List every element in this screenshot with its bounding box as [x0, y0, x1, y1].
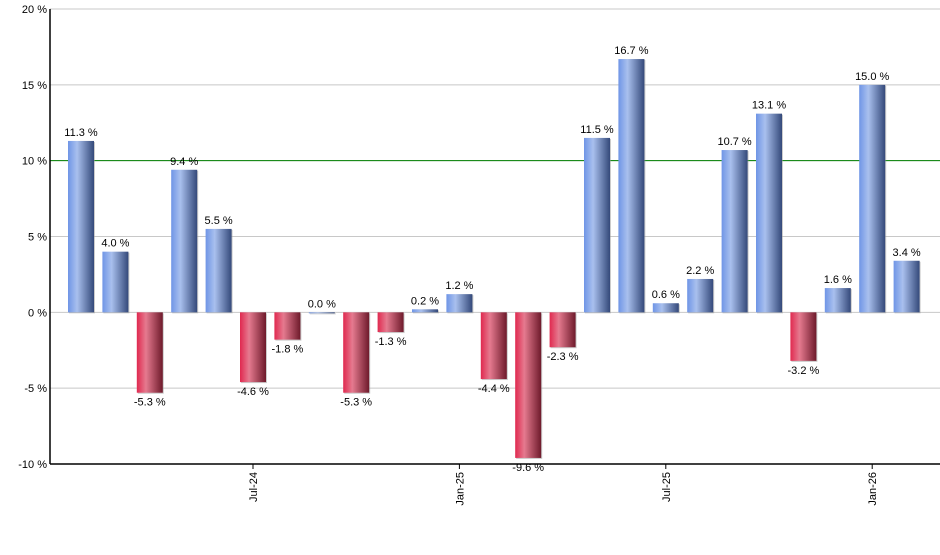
bar [377, 312, 404, 333]
data-label: 5.5 % [205, 215, 233, 227]
bar [240, 312, 266, 383]
data-label: -5.3 % [134, 397, 166, 409]
bar [171, 169, 198, 313]
data-label: 0.2 % [411, 295, 439, 307]
bar [756, 113, 782, 313]
bar [824, 288, 851, 313]
bar [446, 294, 473, 313]
bar [205, 228, 232, 313]
y-tick-label: -5 % [24, 383, 47, 395]
y-tick-label: 10 % [22, 156, 47, 168]
data-label: 11.3 % [64, 127, 98, 139]
x-tick-label: Jul-25 [661, 472, 673, 502]
y-tick-label: 15 % [22, 80, 47, 92]
data-label: 16.7 % [614, 45, 648, 57]
y-tick-label: -10 % [18, 459, 47, 471]
bar [721, 150, 748, 313]
x-tick-label: Jan-26 [867, 472, 879, 506]
bar [687, 278, 714, 313]
data-label: 15.0 % [855, 71, 889, 83]
data-label: 11.5 % [580, 124, 614, 136]
bars [68, 59, 921, 459]
bar [859, 84, 886, 313]
data-label: 3.4 % [893, 247, 921, 259]
axes: -10 % -5 % 0 % 5 % 10 % 15 % 20 % Jul-24 Jan-25 J… [18, 4, 940, 506]
bar [480, 312, 507, 380]
data-label: -9.6 % [512, 462, 544, 474]
bar [102, 251, 129, 313]
grid-lines [50, 8, 940, 389]
data-label: 13.1 % [752, 100, 786, 112]
bar [584, 137, 610, 313]
data-label: -3.2 % [788, 365, 820, 377]
bar [343, 312, 370, 393]
data-label: -2.3 % [547, 351, 579, 363]
bar [412, 309, 438, 313]
bar [549, 312, 576, 348]
y-tick-label: 5 % [28, 232, 47, 244]
data-label: 1.6 % [824, 274, 852, 286]
y-tick-label: 0 % [28, 307, 47, 319]
data-label: -5.3 % [340, 397, 372, 409]
data-label: 0.0 % [308, 298, 336, 310]
data-label: -1.3 % [375, 336, 407, 348]
data-label: -4.4 % [478, 383, 510, 395]
x-tick-label: Jan-25 [454, 472, 466, 506]
bar [893, 260, 920, 313]
y-tick-label: 20 % [22, 4, 47, 16]
x-tick-label: Jul-24 [248, 472, 260, 502]
bar [515, 312, 542, 458]
data-label: 2.2 % [686, 265, 714, 277]
bar [68, 140, 94, 313]
bar [274, 312, 301, 340]
data-label: -1.8 % [272, 344, 304, 356]
data-label: 9.4 % [170, 156, 198, 168]
data-label: 4.0 % [101, 238, 129, 250]
bar-shadow [309, 313, 336, 315]
bar [790, 312, 817, 361]
data-labels: 11.3 % 4.0 % -5.3 % 9.4 % 5.5 % -4.6 % -1.8 % 0… [64, 45, 921, 474]
data-label: 10.7 % [717, 136, 751, 148]
bar [136, 312, 163, 393]
bar [618, 59, 645, 313]
data-label: 1.2 % [445, 280, 473, 292]
bar [308, 312, 335, 314]
data-label: 0.6 % [652, 289, 680, 301]
bar [652, 303, 679, 313]
data-label: -4.6 % [237, 386, 269, 398]
